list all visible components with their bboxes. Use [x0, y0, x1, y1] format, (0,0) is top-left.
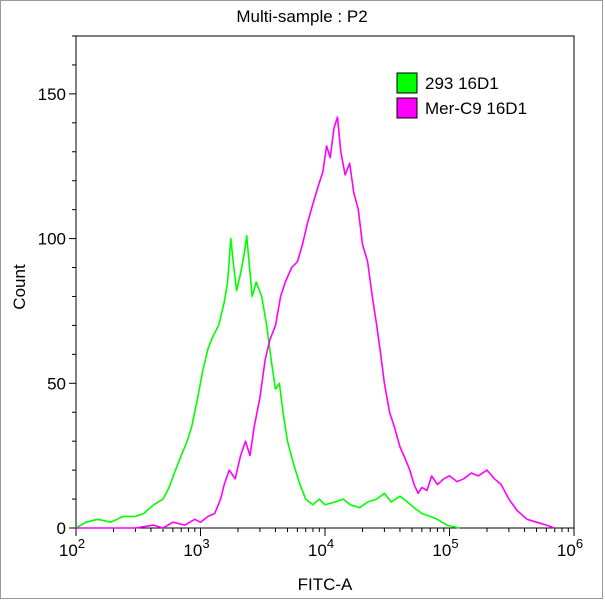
legend: 293 16D1 Mer-C9 16D1 — [396, 72, 527, 119]
legend-label-1: 293 16D1 — [425, 74, 499, 93]
y-tick-label: 50 — [47, 374, 66, 393]
x-tick-label: 105 — [432, 536, 458, 560]
y-tick-label: 0 — [57, 519, 66, 538]
legend-swatch-1 — [396, 72, 418, 94]
legend-swatch-2 — [396, 97, 418, 119]
series-line-2 — [76, 116, 555, 529]
legend-label-2: Mer-C9 16D1 — [425, 99, 527, 118]
x-tick-label: 104 — [308, 536, 334, 560]
x-tick-label: 103 — [183, 536, 209, 560]
series-line-1 — [75, 234, 460, 529]
chart-title: Multi-sample : P2 — [236, 7, 367, 26]
x-axis: 102 103 104 105 106 — [59, 528, 583, 560]
x-tick-label: 106 — [557, 536, 583, 560]
y-axis-title: Count — [10, 264, 29, 310]
series-layer — [75, 116, 555, 529]
x-axis-title: FITC-A — [298, 575, 353, 594]
y-axis: 0 50 100 150 — [38, 35, 76, 538]
y-tick-label: 100 — [38, 230, 66, 249]
x-tick-label: 102 — [59, 536, 85, 560]
y-tick-label: 150 — [38, 85, 66, 104]
